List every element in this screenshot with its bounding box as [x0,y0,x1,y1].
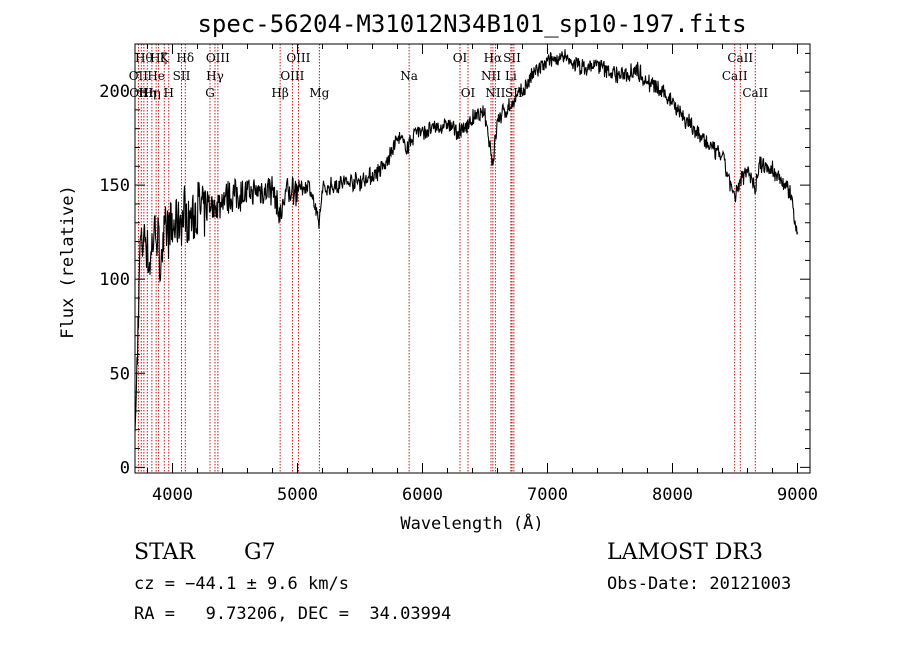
line-label-caii: CaII [742,86,768,100]
line-label-nii: NII [485,86,505,100]
x-tick-label: 4000 [152,485,193,505]
redshift-velocity: cz = −44.1 ± 9.6 km/s [134,574,349,594]
line-label-hδ: Hδ [176,51,194,65]
x-tick-label: 9000 [777,485,818,505]
y-tick-label: 50 [110,364,130,384]
y-tick-label: 100 [99,270,130,290]
line-label-caii: CaII [727,51,753,65]
line-label-h: H [164,86,174,100]
spectral-subclass: G7 [244,540,276,565]
line-label-na: Na [400,69,418,83]
observation-date: Obs-Date: 20121003 [607,574,792,594]
line-label-oi: OI [453,51,468,65]
spectrum-line [134,49,799,433]
line-label-oiii: OIII [280,69,304,83]
coordinates: RA = 9.73206, DEC = 34.03994 [134,604,452,624]
line-label-g: G [205,86,215,100]
line-label-oi: OI [461,86,476,100]
y-tick-label: 0 [120,458,130,478]
line-label-caii: CaII [722,69,748,83]
y-axis-label: Flux (relative) [58,185,78,339]
line-label-hβ: Hβ [271,86,288,100]
line-label-hγ: Hγ [206,69,224,83]
x-axis-label: Wavelength (Å) [400,512,543,534]
line-label-hζ: Hζ [150,51,167,65]
line-label-he: He [147,69,165,83]
line-label-sii: SII [503,51,521,65]
x-tick-label: 7000 [527,485,568,505]
survey-name: LAMOST DR3 [607,540,763,565]
y-tick-label: 150 [99,176,130,196]
line-label-sii: SII [173,69,191,83]
x-tick-label: 6000 [402,485,443,505]
x-tick-label: 5000 [277,485,318,505]
line-label-hα: Hα [484,51,503,65]
line-label-oii: OII [129,69,149,83]
line-label-hθ: Hθ [135,51,153,65]
line-label-k: K [160,51,170,65]
chart-title: spec-56204-M31012N34B101_sp10-197.fits [197,10,746,38]
plot-area: OIIOIIIHθHηHηHeHζKHSIIHδGHγOIIIHβOIIIOII… [99,43,818,505]
line-label-nii: NII [481,69,501,83]
x-tick-label: 8000 [652,485,693,505]
line-label-oiii: OIII [286,51,310,65]
line-label-li: Li [505,69,517,83]
line-label-oiii: OIII [206,51,230,65]
object-type: STAR [134,540,195,565]
y-tick-label: 200 [99,82,130,102]
line-label-hη: Hη [143,86,161,100]
line-label-mg: Mg [309,86,329,100]
plot-frame [134,43,811,474]
